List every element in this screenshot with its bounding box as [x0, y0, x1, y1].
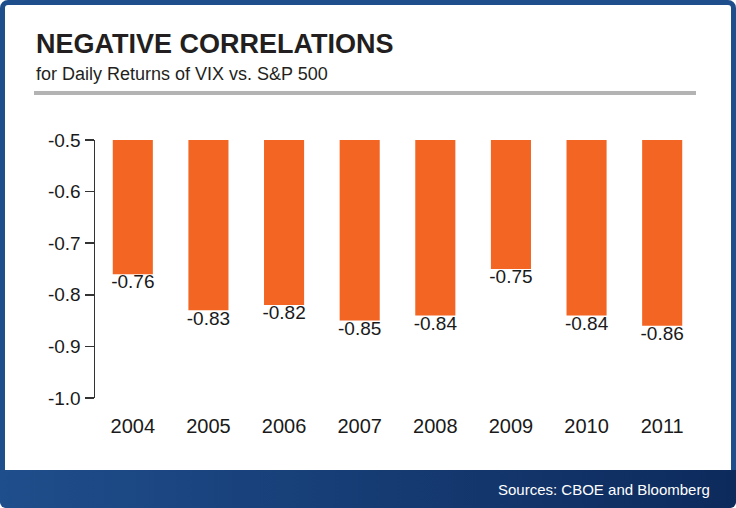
svg-text:2005: 2005 — [186, 415, 231, 437]
svg-text:-0.6: -0.6 — [48, 181, 81, 202]
svg-text:-0.84: -0.84 — [414, 313, 458, 334]
svg-text:-0.84: -0.84 — [565, 313, 609, 334]
svg-text:2004: 2004 — [111, 415, 156, 437]
svg-text:-0.9: -0.9 — [48, 336, 81, 357]
svg-text:-0.8: -0.8 — [48, 284, 81, 305]
svg-text:-0.7: -0.7 — [48, 233, 81, 254]
svg-text:-0.76: -0.76 — [111, 271, 154, 292]
svg-text:2010: 2010 — [564, 415, 609, 437]
svg-text:for Daily Returns of VIX vs. S: for Daily Returns of VIX vs. S&P 500 — [36, 64, 328, 84]
svg-text:2011: 2011 — [641, 415, 684, 437]
svg-text:-0.5: -0.5 — [48, 130, 81, 151]
svg-text:-0.83: -0.83 — [187, 308, 230, 329]
svg-text:2009: 2009 — [489, 415, 534, 437]
svg-text:NEGATIVE CORRELATIONS: NEGATIVE CORRELATIONS — [36, 29, 394, 59]
svg-text:-0.86: -0.86 — [641, 323, 684, 344]
svg-text:-1.0: -1.0 — [48, 388, 81, 409]
svg-text:2008: 2008 — [413, 415, 458, 437]
svg-text:-0.82: -0.82 — [262, 302, 305, 323]
svg-text:2007: 2007 — [337, 415, 382, 437]
svg-text:-0.75: -0.75 — [489, 266, 532, 287]
svg-text:-0.85: -0.85 — [338, 318, 381, 339]
svg-text:2006: 2006 — [262, 415, 307, 437]
svg-text:Sources: CBOE and Bloomberg: Sources: CBOE and Bloomberg — [498, 481, 710, 498]
